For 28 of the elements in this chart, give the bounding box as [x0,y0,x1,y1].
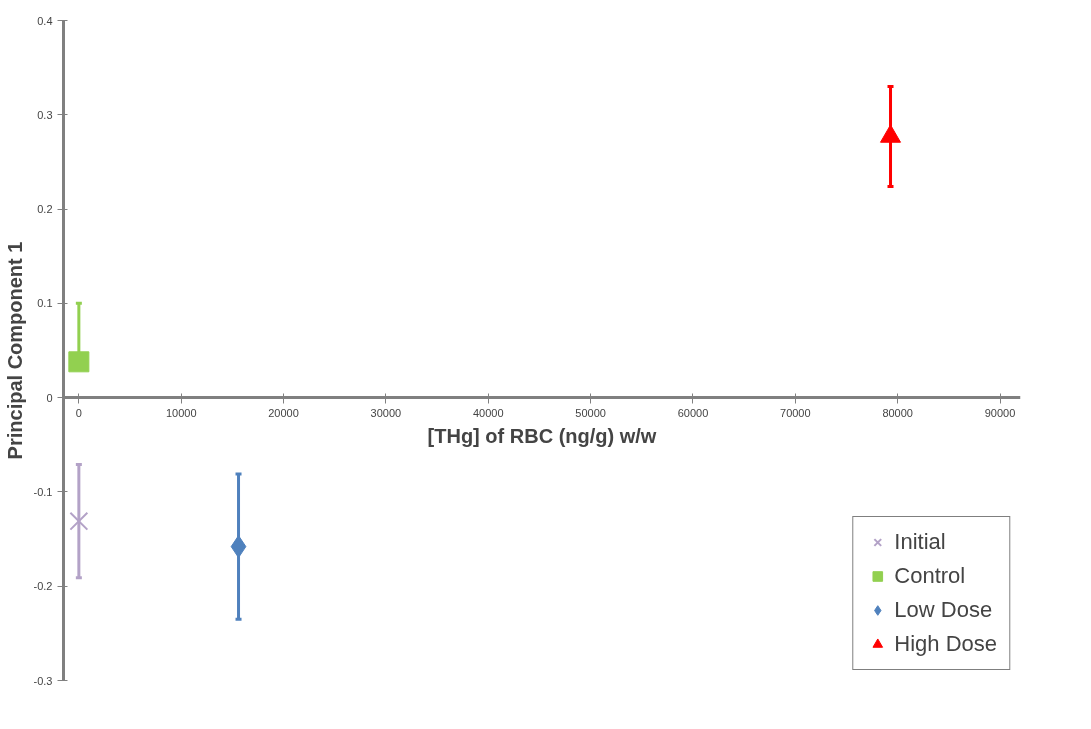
x-tick-label: 80000 [882,406,913,419]
legend-label: Low Dose [894,597,993,623]
y-tick-label: 0.1 [37,297,53,310]
x-tick-label: 30000 [370,406,402,419]
x-axis-title: [THg] of RBC (ng/g) w/w [427,424,657,447]
point [230,535,247,559]
y-tick-label: -0.3 [33,674,53,687]
y-tick-label: 0.4 [37,14,53,27]
y-tick-label: 0.2 [37,203,53,216]
point [68,351,90,373]
y-axis-title: Principal Component 1 [3,241,26,460]
y-tick-label: -0.1 [33,485,53,498]
x-tick-label: 10000 [165,406,197,419]
x-tick-label: 20000 [268,406,299,419]
point [880,124,902,143]
x-tick-label: 0 [75,406,82,419]
legend-label: High Dose [894,631,997,657]
x-tick-label: 50000 [575,406,606,419]
x-tick-label: 90000 [984,406,1016,419]
y-tick-label: 0.3 [37,108,53,121]
y-tick-label: 0 [46,391,53,404]
x-tick-label: 60000 [677,406,709,419]
x-tick-label: 40000 [472,406,504,419]
legend-label: Control [894,563,966,589]
point [69,511,89,531]
legend-label: Initial [894,529,946,555]
y-tick-label: -0.2 [33,580,53,593]
x-tick-label: 70000 [780,406,811,419]
